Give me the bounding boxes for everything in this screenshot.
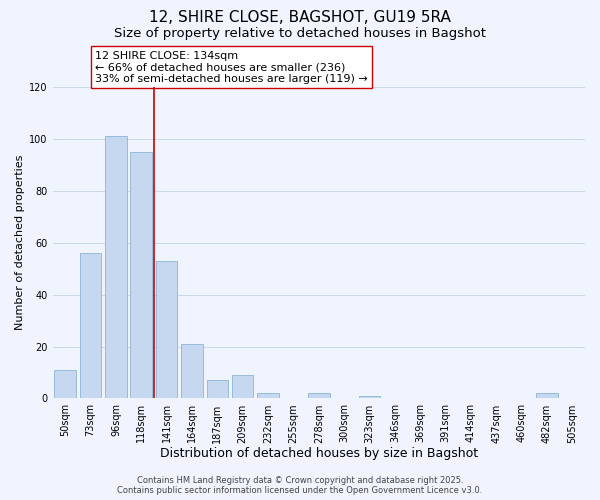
Bar xyxy=(80,253,101,398)
Text: Size of property relative to detached houses in Bagshot: Size of property relative to detached ho… xyxy=(114,28,486,40)
Bar xyxy=(359,396,380,398)
Bar xyxy=(536,394,558,398)
Text: Contains HM Land Registry data © Crown copyright and database right 2025.
Contai: Contains HM Land Registry data © Crown c… xyxy=(118,476,482,495)
X-axis label: Distribution of detached houses by size in Bagshot: Distribution of detached houses by size … xyxy=(160,447,478,460)
Bar xyxy=(130,152,152,398)
Text: 12, SHIRE CLOSE, BAGSHOT, GU19 5RA: 12, SHIRE CLOSE, BAGSHOT, GU19 5RA xyxy=(149,10,451,25)
Bar xyxy=(105,136,127,398)
Bar xyxy=(55,370,76,398)
Bar xyxy=(206,380,228,398)
Bar xyxy=(232,375,253,398)
Bar xyxy=(181,344,203,399)
Bar xyxy=(257,394,279,398)
Bar xyxy=(308,394,329,398)
Bar xyxy=(156,261,178,398)
Text: 12 SHIRE CLOSE: 134sqm
← 66% of detached houses are smaller (236)
33% of semi-de: 12 SHIRE CLOSE: 134sqm ← 66% of detached… xyxy=(95,50,368,84)
Y-axis label: Number of detached properties: Number of detached properties xyxy=(15,155,25,330)
